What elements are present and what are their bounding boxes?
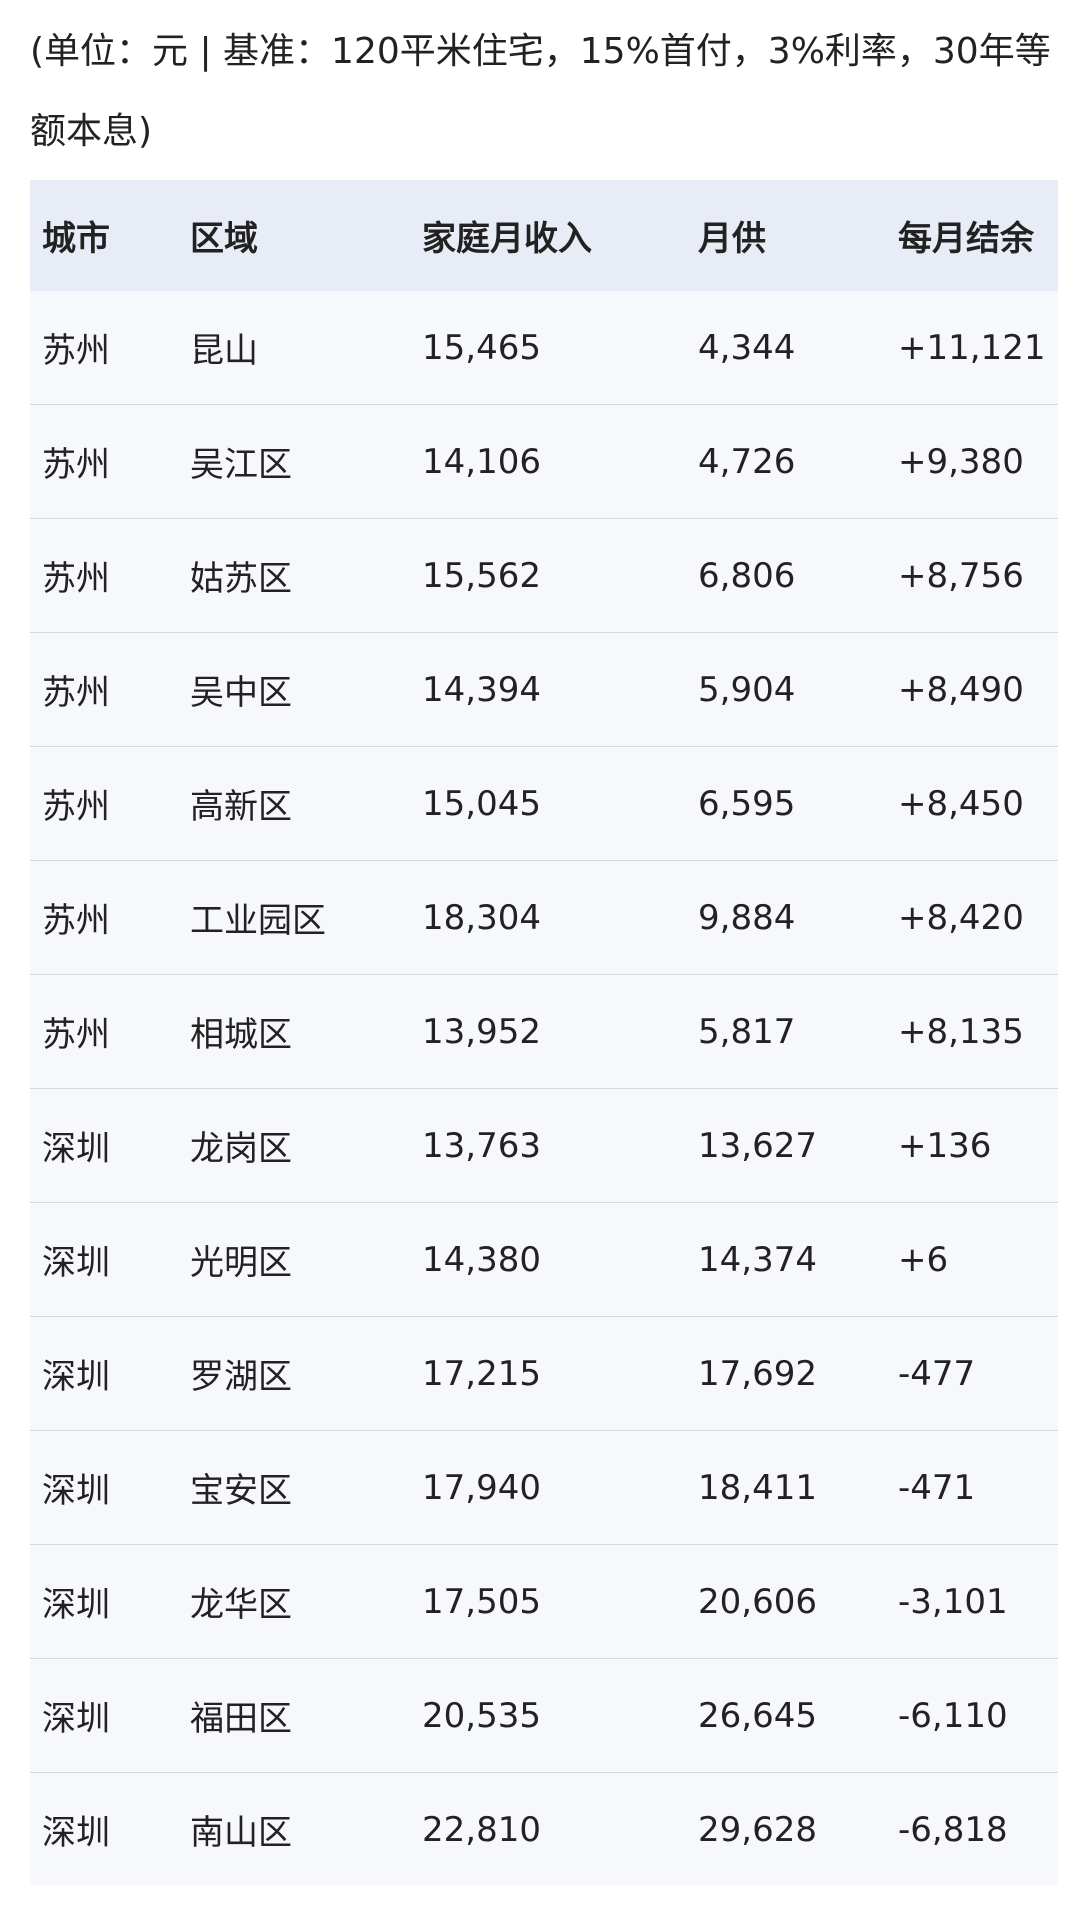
cell-payment: 4,726	[686, 404, 886, 519]
cell-income: 14,394	[410, 632, 686, 747]
cell-district: 宝安区	[178, 1430, 410, 1545]
cell-payment: 6,595	[686, 746, 886, 861]
table-row: 深圳 宝安区 17,940 18,411 -471	[30, 1430, 1058, 1545]
cell-surplus: +8,490	[886, 632, 1058, 747]
cell-payment: 17,692	[686, 1316, 886, 1431]
cell-payment: 14,374	[686, 1202, 886, 1317]
header-surplus: 每月结余	[886, 180, 1058, 291]
table-row: 深圳 龙华区 17,505 20,606 -3,101	[30, 1544, 1058, 1659]
cell-payment: 26,645	[686, 1658, 886, 1773]
cell-city: 苏州	[30, 518, 178, 633]
cell-city: 深圳	[30, 1202, 178, 1317]
table-row: 苏州 吴江区 14,106 4,726 +9,380	[30, 404, 1058, 519]
table-row: 深圳 罗湖区 17,215 17,692 -477	[30, 1316, 1058, 1431]
cell-payment: 5,817	[686, 974, 886, 1089]
cell-surplus: -3,101	[886, 1544, 1058, 1659]
cell-income: 15,562	[410, 518, 686, 633]
cell-city: 深圳	[30, 1430, 178, 1545]
affordability-table: 城市 区域 家庭月收入 月供 每月结余 苏州 昆山 15,465 4,344 +11,1…	[30, 180, 1058, 1886]
cell-payment: 6,806	[686, 518, 886, 633]
table-row: 深圳 光明区 14,380 14,374 +6	[30, 1202, 1058, 1317]
cell-income: 22,810	[410, 1772, 686, 1886]
cell-payment: 18,411	[686, 1430, 886, 1545]
cell-income: 15,045	[410, 746, 686, 861]
cell-payment: 5,904	[686, 632, 886, 747]
cell-payment: 9,884	[686, 860, 886, 975]
cell-city: 深圳	[30, 1658, 178, 1773]
cell-income: 14,106	[410, 404, 686, 519]
cell-surplus: +136	[886, 1088, 1058, 1203]
table-row: 苏州 吴中区 14,394 5,904 +8,490	[30, 632, 1058, 747]
cell-district: 龙岗区	[178, 1088, 410, 1203]
cell-city: 深圳	[30, 1088, 178, 1203]
cell-income: 17,940	[410, 1430, 686, 1545]
table-row: 苏州 昆山 15,465 4,344 +11,121	[30, 291, 1058, 405]
cell-city: 苏州	[30, 746, 178, 861]
cell-payment: 29,628	[686, 1772, 886, 1886]
cell-district: 龙华区	[178, 1544, 410, 1659]
cell-income: 20,535	[410, 1658, 686, 1773]
header-income: 家庭月收入	[410, 180, 686, 291]
header-payment: 月供	[686, 180, 886, 291]
cell-surplus: -471	[886, 1430, 1058, 1545]
table-row: 深圳 南山区 22,810 29,628 -6,818	[30, 1772, 1058, 1886]
cell-income: 17,505	[410, 1544, 686, 1659]
table-caption: (单位：元 | 基准：120平米住宅，15%首付，3%利率，30年等额本息)	[30, 31, 1051, 152]
cell-district: 姑苏区	[178, 518, 410, 633]
cell-surplus: -477	[886, 1316, 1058, 1431]
cell-income: 14,380	[410, 1202, 686, 1317]
cell-district: 工业园区	[178, 860, 410, 975]
cell-district: 福田区	[178, 1658, 410, 1773]
table-row: 深圳 龙岗区 13,763 13,627 +136	[30, 1088, 1058, 1203]
table-header-row: 城市 区域 家庭月收入 月供 每月结余	[30, 180, 1058, 291]
cell-city: 深圳	[30, 1544, 178, 1659]
cell-surplus: +9,380	[886, 404, 1058, 519]
cell-district: 罗湖区	[178, 1316, 410, 1431]
header-city: 城市	[30, 180, 178, 291]
cell-payment: 4,344	[686, 291, 886, 405]
table-row: 深圳 福田区 20,535 26,645 -6,110	[30, 1658, 1058, 1773]
table-row: 苏州 姑苏区 15,562 6,806 +8,756	[30, 518, 1058, 633]
cell-income: 18,304	[410, 860, 686, 975]
table-row: 苏州 相城区 13,952 5,817 +8,135	[30, 974, 1058, 1089]
cell-surplus: +8,450	[886, 746, 1058, 861]
cell-district: 高新区	[178, 746, 410, 861]
cell-district: 南山区	[178, 1772, 410, 1886]
cell-income: 13,952	[410, 974, 686, 1089]
cell-district: 吴江区	[178, 404, 410, 519]
cell-district: 光明区	[178, 1202, 410, 1317]
cell-city: 深圳	[30, 1316, 178, 1431]
cell-surplus: +8,756	[886, 518, 1058, 633]
table-row: 苏州 工业园区 18,304 9,884 +8,420	[30, 860, 1058, 975]
cell-city: 苏州	[30, 974, 178, 1089]
cell-city: 苏州	[30, 632, 178, 747]
cell-surplus: +6	[886, 1202, 1058, 1317]
cell-surplus: +8,420	[886, 860, 1058, 975]
cell-income: 15,465	[410, 291, 686, 405]
cell-district: 相城区	[178, 974, 410, 1089]
cell-surplus: -6,110	[886, 1658, 1058, 1773]
cell-surplus: -6,818	[886, 1772, 1058, 1886]
table-row: 苏州 高新区 15,045 6,595 +8,450	[30, 746, 1058, 861]
cell-city: 苏州	[30, 404, 178, 519]
cell-city: 苏州	[30, 291, 178, 405]
cell-surplus: +11,121	[886, 291, 1058, 405]
cell-payment: 20,606	[686, 1544, 886, 1659]
cell-district: 吴中区	[178, 632, 410, 747]
cell-city: 苏州	[30, 860, 178, 975]
cell-income: 17,215	[410, 1316, 686, 1431]
cell-payment: 13,627	[686, 1088, 886, 1203]
cell-surplus: +8,135	[886, 974, 1058, 1089]
cell-income: 13,763	[410, 1088, 686, 1203]
header-district: 区域	[178, 180, 410, 291]
cell-district: 昆山	[178, 291, 410, 405]
cell-city: 深圳	[30, 1772, 178, 1886]
